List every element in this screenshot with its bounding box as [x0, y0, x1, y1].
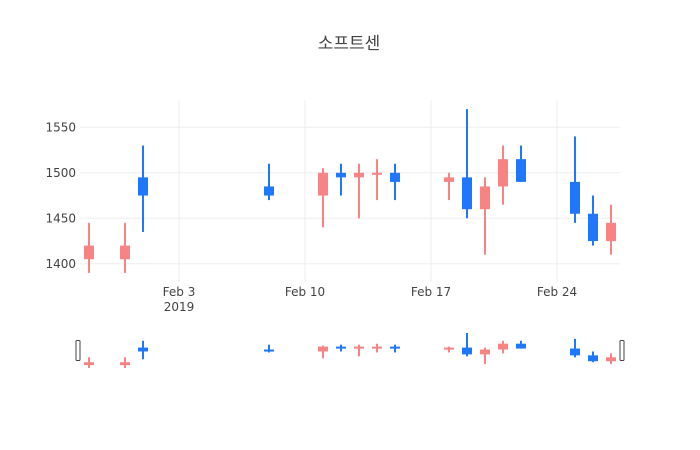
slider-candle: [318, 345, 328, 359]
candle-body: [588, 213, 598, 242]
candle-body: [264, 186, 274, 196]
x-tick-label: Feb 10: [285, 285, 325, 299]
candle-decreasing[interactable]: [372, 159, 382, 201]
candle-body: [606, 222, 616, 242]
range-slider[interactable]: [75, 333, 625, 368]
x-tick-label: Feb 24: [537, 285, 577, 299]
candle-increasing[interactable]: [336, 163, 346, 196]
slider-candle: [372, 343, 382, 353]
y-tick-label: 1450: [45, 211, 76, 225]
y-axis: 1400 1450 1500 1550: [45, 120, 76, 270]
slider-candle: [516, 340, 526, 349]
y-tick-label: 1500: [45, 166, 76, 180]
candle-decreasing[interactable]: [354, 163, 364, 219]
candle-increasing[interactable]: [462, 109, 472, 219]
slider-candle: [444, 346, 454, 353]
candle-decreasing[interactable]: [84, 222, 94, 273]
slider-candle: [570, 338, 580, 358]
candle-decreasing[interactable]: [606, 204, 616, 255]
y-tick-label: 1550: [45, 120, 76, 134]
slider-candle: [462, 333, 472, 357]
slider-candle-body: [516, 343, 526, 349]
candle-body: [462, 177, 472, 210]
candle-body: [498, 159, 508, 187]
slider-candle-body: [480, 349, 490, 355]
slider-candle-body: [588, 355, 598, 362]
slider-candle: [606, 353, 616, 365]
slider-candle-body: [498, 343, 508, 350]
range-slider-left-handle[interactable]: [75, 340, 81, 361]
candle-body: [354, 172, 364, 178]
slider-candle-body: [606, 357, 616, 362]
chart-title: 소프트센: [318, 34, 381, 54]
slider-candle-body: [390, 346, 400, 349]
slider-candle-body: [372, 346, 382, 349]
candle-decreasing[interactable]: [498, 145, 508, 205]
x-tick-label: Feb 3: [163, 285, 196, 299]
candle-body: [516, 159, 526, 182]
candle-body: [138, 177, 148, 196]
slider-candle-body: [354, 346, 364, 349]
candle-body: [570, 181, 580, 214]
grid-lines: [80, 100, 620, 282]
candle-increasing[interactable]: [570, 136, 580, 223]
slider-candle-body: [138, 347, 148, 352]
candle-body: [84, 245, 94, 260]
candle-increasing[interactable]: [588, 195, 598, 246]
candle-body: [318, 172, 328, 196]
candle-increasing[interactable]: [264, 163, 274, 201]
slider-candle-body: [318, 346, 328, 352]
candles[interactable]: [84, 109, 616, 273]
slider-candle: [336, 344, 346, 352]
candle-body: [444, 177, 454, 182]
slider-candle: [354, 344, 364, 357]
candle-body: [480, 186, 490, 210]
slider-candle: [120, 357, 130, 368]
candle-increasing[interactable]: [138, 145, 148, 232]
candle-decreasing[interactable]: [318, 168, 328, 228]
candle-increasing[interactable]: [516, 145, 526, 182]
slider-candle: [588, 351, 598, 363]
candle-decreasing[interactable]: [444, 172, 454, 201]
slider-candle-body: [264, 349, 274, 352]
slider-candle: [138, 340, 148, 360]
slider-candle: [390, 344, 400, 353]
slider-candle-body: [336, 346, 346, 349]
slider-candle: [84, 357, 94, 368]
candle-decreasing[interactable]: [120, 222, 130, 273]
slider-candle-body: [84, 362, 94, 366]
slider-candle-body: [444, 347, 454, 350]
slider-candle: [498, 340, 508, 354]
slider-candle-body: [462, 347, 472, 355]
slider-candle: [480, 347, 490, 365]
range-slider-right-handle[interactable]: [619, 340, 625, 361]
candle-body: [390, 172, 400, 182]
x-tick-label: Feb 17: [411, 285, 451, 299]
slider-candle-body: [570, 348, 580, 356]
candle-increasing[interactable]: [390, 163, 400, 201]
candle-decreasing[interactable]: [480, 177, 490, 255]
candle-body: [336, 172, 346, 178]
slider-candle: [264, 344, 274, 353]
y-tick-label: 1400: [45, 257, 76, 271]
candle-body: [372, 172, 382, 175]
candle-body: [120, 245, 130, 260]
slider-candle-body: [120, 362, 130, 366]
x-tick-sublabel: 2019: [164, 300, 195, 314]
